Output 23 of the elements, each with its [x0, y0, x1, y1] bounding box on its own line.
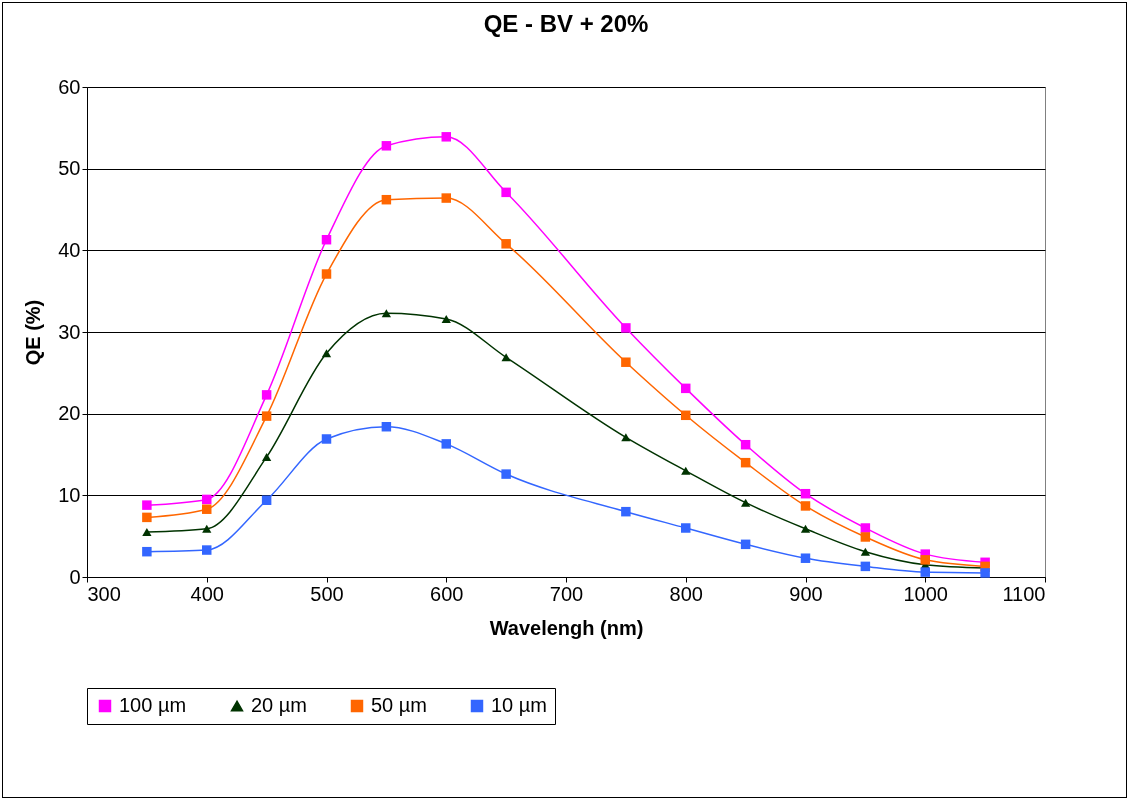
y-tick-label: 60 [58, 75, 81, 98]
x-tick-label: 700 [549, 582, 584, 605]
legend-label: 10 µm [491, 694, 547, 716]
x-tick-label: 800 [669, 582, 703, 605]
y-tick-label: 10 [58, 483, 81, 506]
x-axis-title: Wavelengh (nm) [489, 616, 644, 639]
y-tick-label: 40 [58, 238, 81, 261]
x-tick-label: 300 [87, 582, 121, 605]
x-tick-label: 600 [430, 582, 464, 605]
legend-label: 20 µm [251, 694, 307, 716]
x-tick-label: 1100 [1002, 582, 1046, 605]
y-tick-label: 20 [58, 402, 81, 425]
chart-title: QE - BV + 20% [483, 10, 649, 37]
x-tick-label: 400 [190, 582, 224, 605]
y-tick-label: 50 [58, 157, 81, 180]
x-tick-label: 900 [789, 582, 823, 605]
y-tick-label: 30 [58, 320, 81, 343]
y-tick-label: 0 [69, 565, 81, 588]
x-tick-label: 1000 [903, 582, 948, 605]
x-tick-label: 500 [310, 582, 344, 605]
legend-label: 100 µm [119, 694, 187, 716]
y-axis-title: QE (%) [22, 299, 45, 366]
legend-label: 50 µm [371, 694, 427, 716]
